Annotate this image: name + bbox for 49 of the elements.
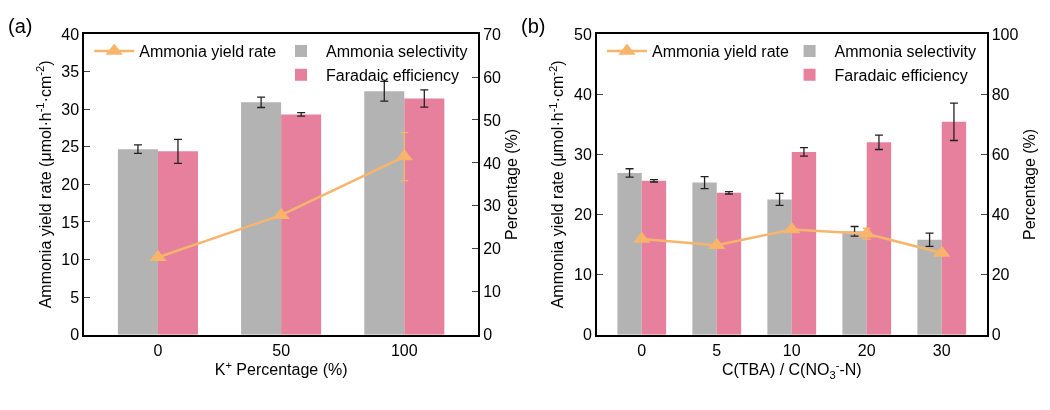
- y2-tick-label: 70: [483, 25, 502, 43]
- y-tick-label: 30: [61, 100, 80, 118]
- legend-label: Faradaic efficiency: [834, 67, 968, 85]
- y2-tick-label: 80: [991, 85, 1010, 103]
- y2-axis-title: Percentage (%): [1020, 128, 1038, 240]
- y2-axis-title: Percentage (%): [503, 128, 521, 240]
- x-axis-title: K$^{+}$ Percentage (%): [214, 358, 348, 379]
- legend-label: Faradaic efficiency: [326, 67, 460, 85]
- y-tick-label: 25: [61, 138, 80, 156]
- x-tick-label: 10: [782, 341, 801, 359]
- x-tick-label: 20: [857, 341, 876, 359]
- y2-tick-label: 30: [483, 197, 502, 215]
- y-tick-label: 20: [61, 176, 80, 193]
- legend-label: Ammonia selectivity: [834, 43, 976, 61]
- y-tick-label: 0: [70, 326, 80, 344]
- y-tick-label: 5: [70, 288, 80, 306]
- y2-tick-label: 0: [483, 326, 493, 344]
- y-tick-label: 50: [574, 25, 592, 43]
- y-tick-label: 40: [61, 25, 80, 43]
- y2-tick-label: 60: [483, 68, 502, 86]
- chart-title: (a): [8, 15, 33, 37]
- x-tick-label: 5: [712, 341, 722, 359]
- legend-label: Ammonia yield rate: [651, 43, 790, 61]
- y2-tick-label: 0: [991, 326, 1001, 344]
- y-tick-label: 10: [61, 251, 80, 269]
- y-tick-label: 10: [574, 266, 592, 284]
- y-tick-label: 35: [61, 63, 80, 81]
- x-tick-label: 100: [390, 341, 418, 359]
- y-tick-label: 30: [574, 145, 592, 163]
- y2-tick-label: 50: [483, 111, 502, 129]
- y-tick-label: 20: [574, 206, 592, 224]
- x-tick-label: 50: [272, 341, 291, 359]
- y2-tick-label: 100: [991, 25, 1019, 43]
- x-tick-label: 0: [637, 341, 647, 359]
- y2-tick-label: 60: [991, 145, 1010, 163]
- y-tick-label: 40: [574, 85, 592, 103]
- y-tick-label: 15: [61, 213, 80, 231]
- y-tick-label: 0: [582, 326, 592, 344]
- x-tick-label: 30: [932, 341, 951, 359]
- y2-tick-label: 40: [483, 154, 502, 172]
- x-tick-label: 0: [153, 341, 163, 359]
- y2-tick-label: 20: [991, 266, 1010, 284]
- chart-title: (b): [521, 15, 546, 37]
- legend-label: Ammonia yield rate: [139, 43, 277, 61]
- y2-tick-label: 20: [483, 240, 502, 258]
- x-axis-title: C(TBA) / C(NO$_{3}$$^{-}$-N): [721, 358, 862, 381]
- y2-tick-label: 40: [991, 206, 1010, 224]
- y2-tick-label: 10: [483, 283, 502, 301]
- legend-label: Ammonia selectivity: [326, 43, 468, 61]
